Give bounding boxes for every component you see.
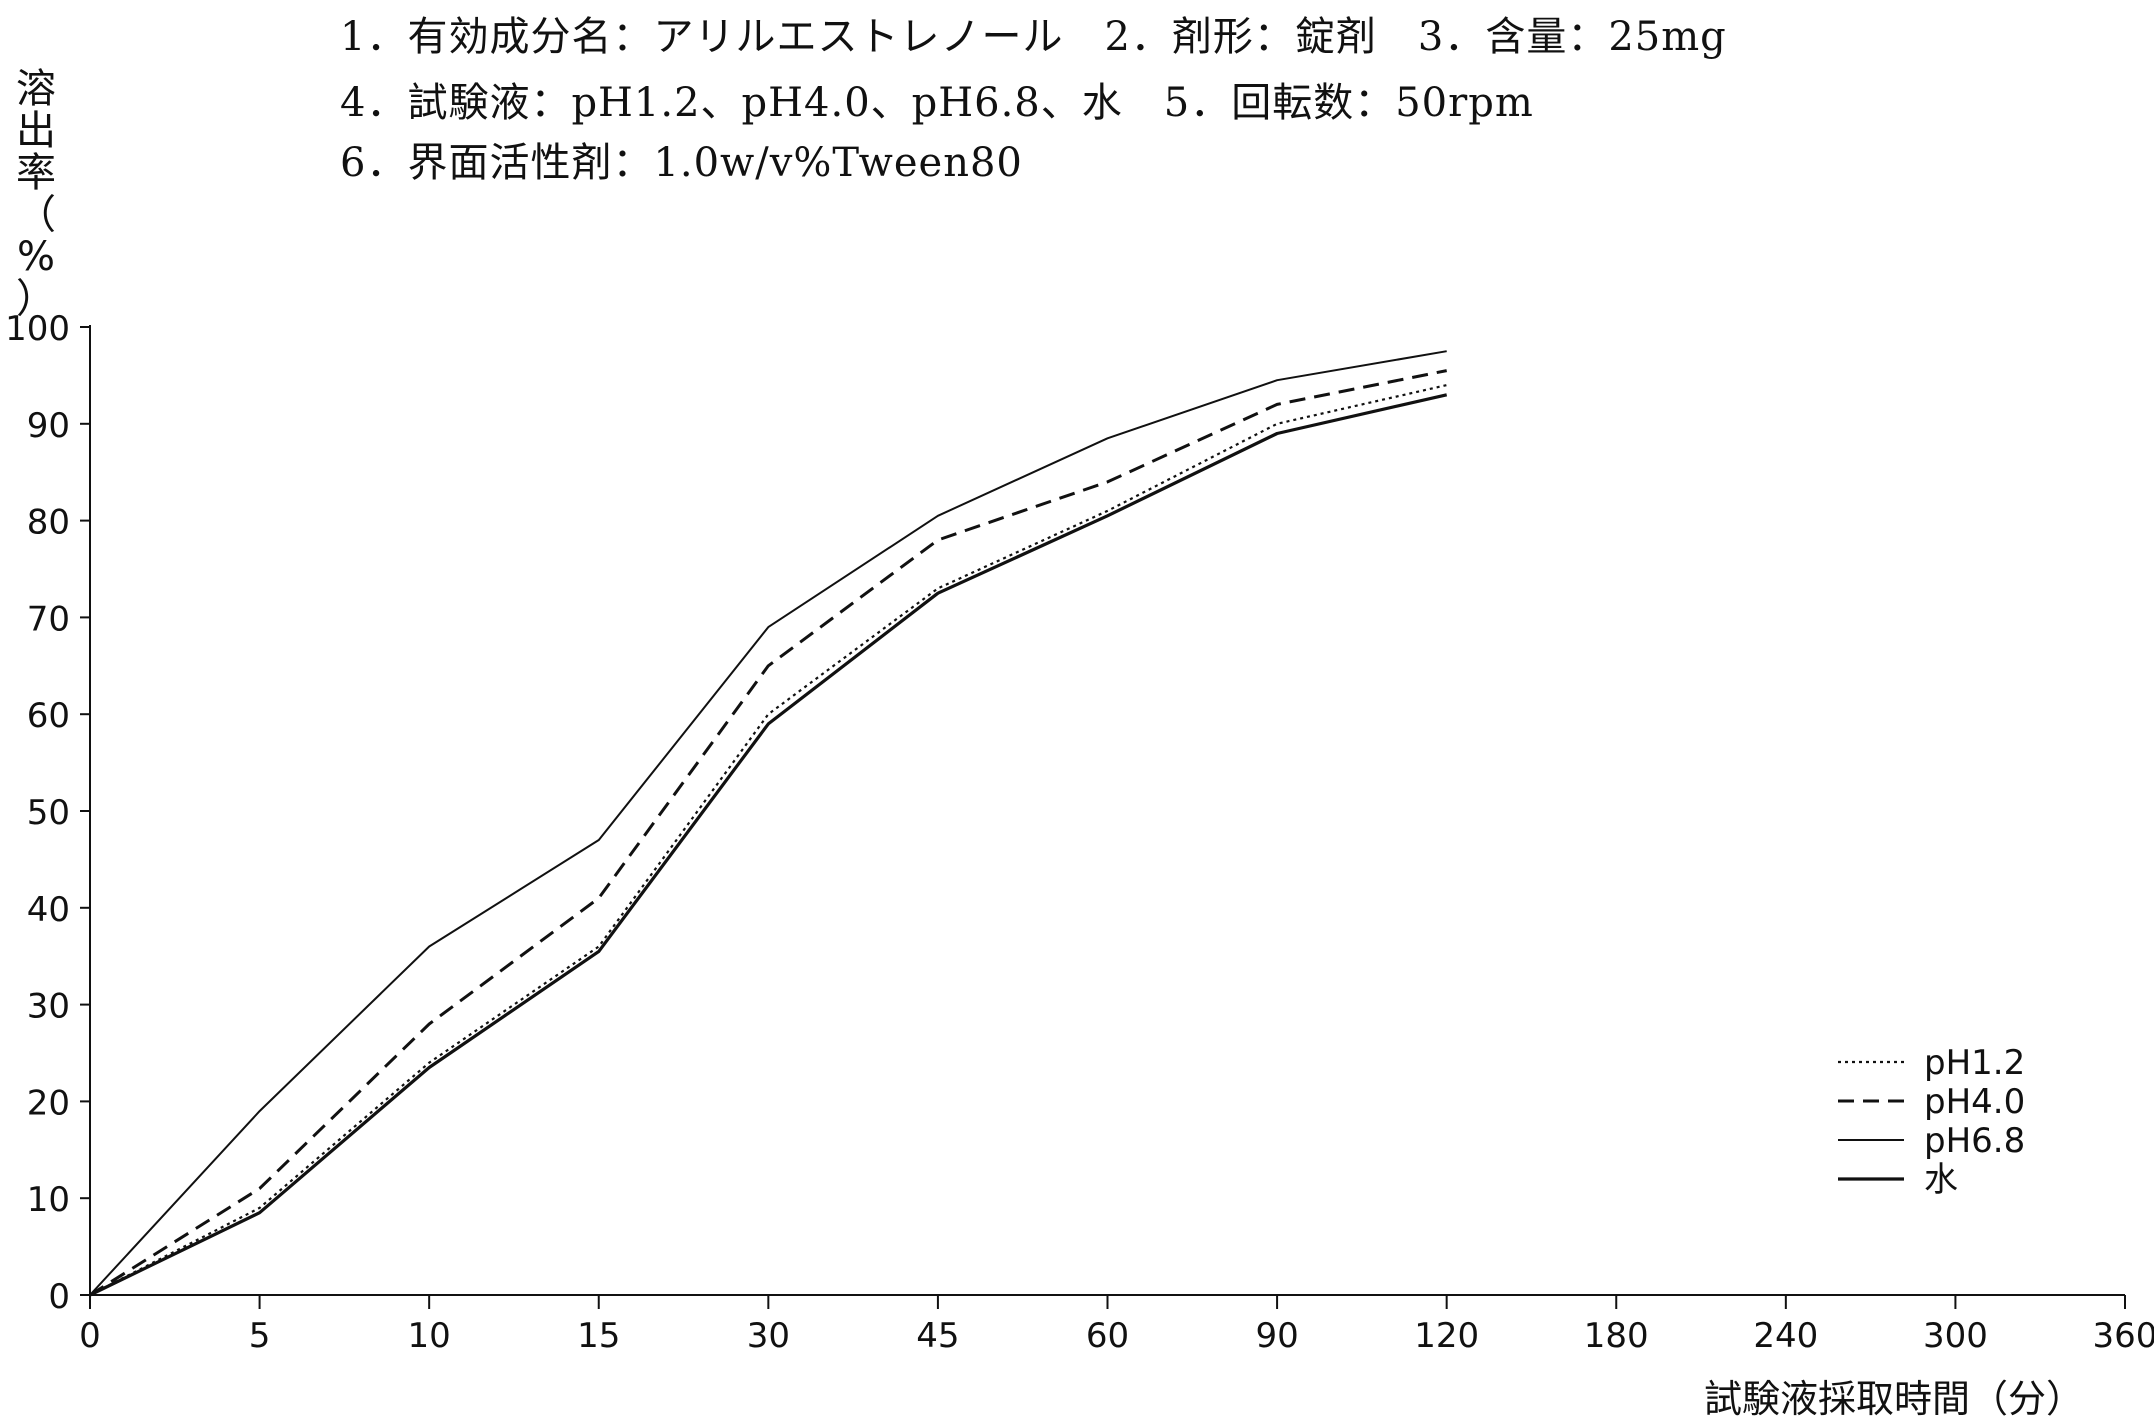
y-axis-label-char: （ bbox=[16, 192, 56, 238]
x-tick-label: 30 bbox=[747, 1316, 790, 1356]
x-axis-label: 試験液採取時間（分） bbox=[1703, 1377, 2084, 1421]
series-line-3 bbox=[89, 350, 1447, 1296]
x-tick-label: 60 bbox=[1086, 1316, 1129, 1356]
x-tick-label: 240 bbox=[1753, 1316, 1818, 1356]
y-tick-label: 90 bbox=[27, 406, 70, 446]
x-tick-label: 90 bbox=[1255, 1316, 1298, 1356]
y-tick-label: 50 bbox=[27, 793, 70, 833]
x-tick-label: 10 bbox=[408, 1316, 451, 1356]
x-tick-label: 5 bbox=[249, 1316, 271, 1356]
y-tick-label: 70 bbox=[27, 599, 70, 639]
series-line-4 bbox=[89, 393, 1448, 1297]
x-tick-label: 45 bbox=[916, 1316, 959, 1356]
legend-label: pH4.0 bbox=[1924, 1082, 2025, 1122]
y-tick-label: 0 bbox=[48, 1277, 70, 1317]
y-axis-label: 溶 出 率 （ % ） bbox=[12, 68, 60, 320]
chart-title-line-1: 1．有効成分名：アリルエストレノール 2．剤形：錠剤 3．含量：25mg bbox=[340, 14, 1727, 60]
y-axis-label-char: % bbox=[16, 234, 55, 280]
legend-label: pH1.2 bbox=[1924, 1043, 2025, 1083]
y-axis-label-char: 率 bbox=[16, 150, 56, 196]
y-tick-label: 40 bbox=[27, 890, 70, 930]
x-tick-label: 120 bbox=[1414, 1316, 1479, 1356]
y-tick-label: 20 bbox=[27, 1083, 70, 1123]
x-tick-label: 360 bbox=[2093, 1316, 2154, 1356]
y-tick-label: 100 bbox=[5, 309, 70, 349]
legend-label: pH6.8 bbox=[1924, 1121, 2025, 1161]
x-tick-label: 0 bbox=[79, 1316, 101, 1356]
x-tick-label: 300 bbox=[1923, 1316, 1988, 1356]
y-axis-label-char: 溶 bbox=[16, 66, 56, 112]
chart-title-line-3: 6．界面活性剤：1.0w/v%Tween80 bbox=[340, 140, 1023, 186]
y-tick-label: 30 bbox=[27, 987, 70, 1027]
legend-label: 水 bbox=[1924, 1160, 1958, 1200]
y-tick-label: 60 bbox=[27, 696, 70, 736]
series-line-2 bbox=[89, 369, 1447, 1297]
y-tick-label: 10 bbox=[27, 1180, 70, 1220]
y-tick-label: 80 bbox=[27, 503, 70, 543]
x-tick-label: 180 bbox=[1584, 1316, 1649, 1356]
y-axis-label-char: 出 bbox=[16, 108, 56, 154]
y-axis-label-char: ） bbox=[16, 276, 56, 322]
series-line-1 bbox=[89, 384, 1447, 1296]
x-tick-label: 15 bbox=[577, 1316, 620, 1356]
chart-title-line-2: 4．試験液：pH1.2、pH4.0、pH6.8、水 5．回転数：50rpm bbox=[340, 80, 1534, 126]
